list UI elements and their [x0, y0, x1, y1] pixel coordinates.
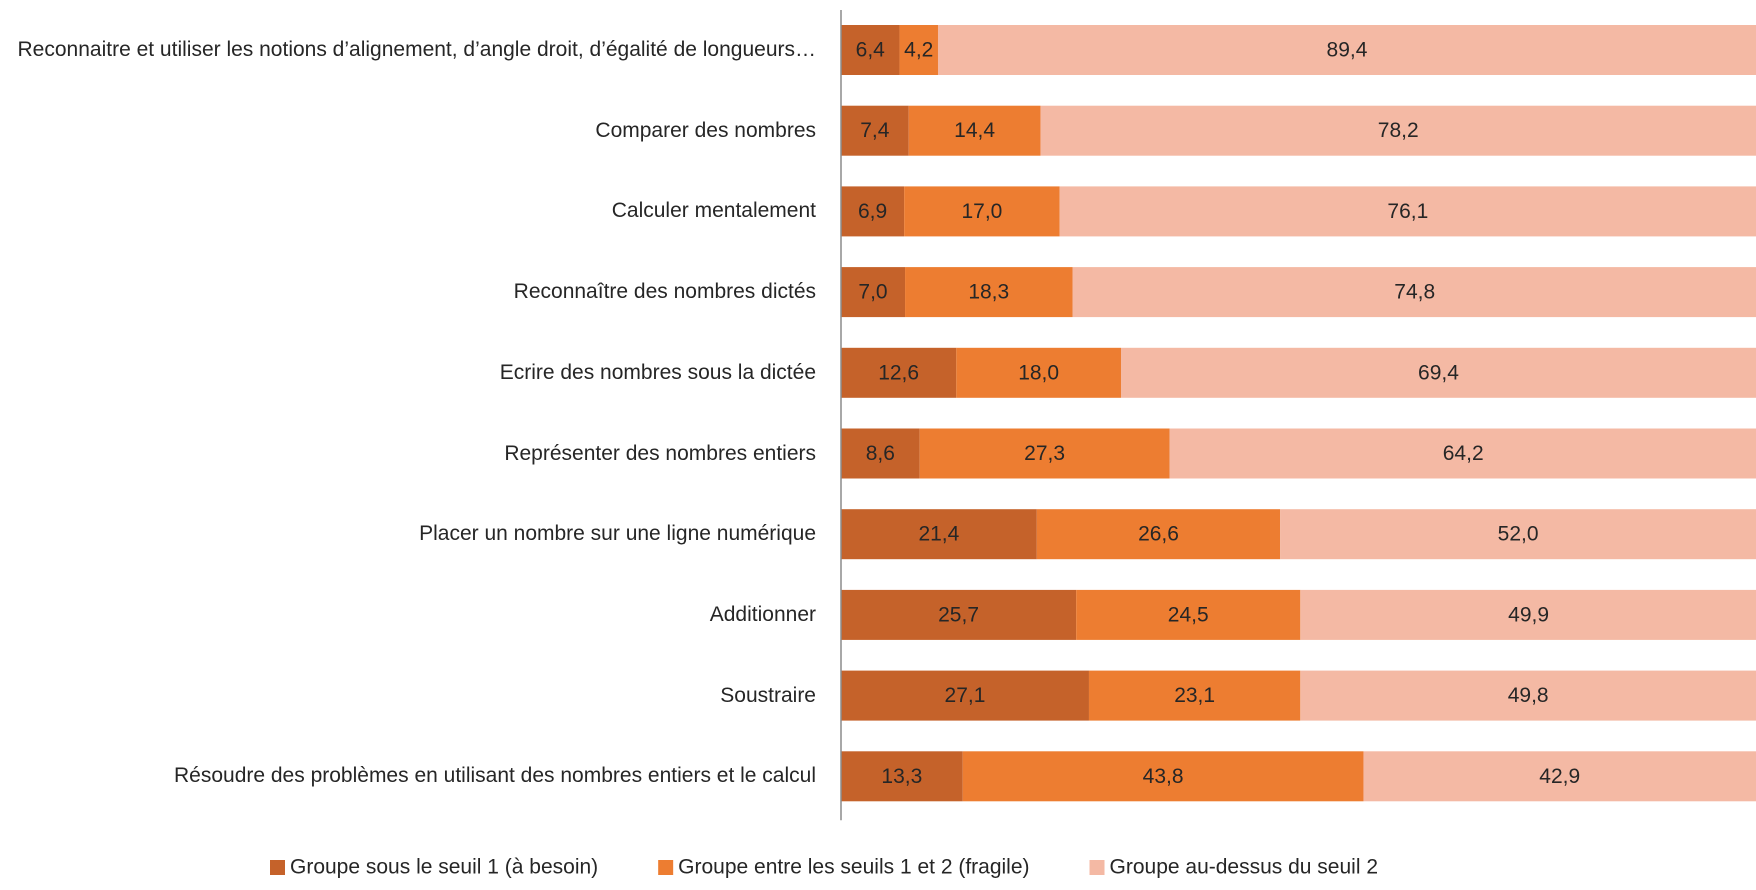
data-label: 42,9 [1539, 765, 1580, 788]
data-label: 12,6 [878, 361, 919, 384]
data-label: 7,0 [858, 281, 887, 304]
data-label: 23,1 [1174, 684, 1215, 707]
data-label: 14,4 [954, 119, 995, 142]
bar-segment [1088, 670, 1301, 721]
data-label: 49,8 [1508, 684, 1549, 707]
data-label: 26,6 [1138, 523, 1179, 546]
data-label: 18,0 [1018, 361, 1059, 384]
category-label: Calculer mentalement [611, 199, 816, 223]
bar-segment [1072, 267, 1756, 318]
legend-label: Groupe entre les seuils 1 et 2 (fragile) [678, 856, 1029, 879]
bar-segment [962, 751, 1364, 802]
bar-segment [908, 105, 1041, 156]
data-label: 24,5 [1168, 603, 1209, 626]
category-label: Représenter des nombres entiers [504, 441, 816, 465]
category-label: Reconnaître des nombres dictés [513, 280, 816, 304]
bar-segment [904, 186, 1060, 237]
bar-segment [1059, 186, 1756, 237]
bar-segment [841, 25, 900, 75]
bar-segment [1363, 751, 1756, 802]
bar-segment [841, 509, 1037, 560]
category-label: Placer un nombre sur une ligne numérique [419, 522, 816, 546]
category-label: Reconnaitre et utiliser les notions d’al… [17, 38, 816, 61]
bar-segment [841, 347, 957, 398]
data-label: 13,3 [881, 765, 922, 788]
bar-segment [1076, 589, 1301, 640]
legend-swatch [1089, 860, 1105, 875]
data-label: 64,2 [1443, 442, 1484, 465]
data-label: 52,0 [1498, 523, 1539, 546]
bar-segment [1300, 670, 1756, 721]
bar-segment [1036, 509, 1281, 560]
data-label: 8,6 [866, 442, 895, 465]
category-label: Résoudre des problèmes en utilisant des … [173, 764, 816, 788]
data-label: 6,9 [858, 200, 887, 223]
bar-segment [841, 751, 963, 802]
bar-segment [841, 105, 909, 156]
data-label: 21,4 [918, 523, 959, 546]
bar-segment [1169, 428, 1756, 479]
bar-segment [937, 25, 1756, 75]
legend-swatch [270, 860, 285, 875]
bar-segment [841, 186, 905, 237]
bar-segment [1280, 509, 1756, 560]
legend-swatch [658, 860, 674, 875]
bar-segment [841, 589, 1077, 640]
category-label: Soustraire [720, 683, 816, 707]
bar-segment [919, 428, 1170, 479]
data-label: 27,1 [945, 684, 986, 707]
data-label: 6,4 [856, 39, 886, 62]
data-label: 74,8 [1394, 281, 1435, 304]
legend-label: Groupe au-dessus du seuil 2 [1110, 856, 1379, 879]
data-label: 89,4 [1327, 39, 1368, 62]
data-label: 17,0 [961, 200, 1002, 223]
bar-segment [1300, 589, 1756, 640]
bar-segment [1120, 347, 1756, 398]
bar-segment [899, 25, 938, 75]
bar-segment [905, 267, 1073, 318]
data-label: 27,3 [1024, 442, 1065, 465]
category-label: Additionner [709, 602, 816, 626]
data-label: 18,3 [968, 281, 1009, 304]
data-label: 78,2 [1378, 119, 1419, 142]
data-label: 43,8 [1143, 765, 1184, 788]
data-label: 7,4 [860, 119, 890, 142]
data-label: 76,1 [1387, 200, 1428, 223]
bar-segment [841, 428, 920, 479]
category-label: Comparer des nombres [595, 118, 816, 142]
bar-segment [956, 347, 1121, 398]
data-label: 4,2 [904, 39, 933, 62]
bar-segment [1040, 105, 1756, 156]
bar-segment [841, 267, 906, 318]
bar-segment [841, 670, 1089, 721]
data-label: 69,4 [1418, 361, 1459, 384]
category-label: Ecrire des nombres sous la dictée [499, 360, 816, 384]
legend-label: Groupe sous le seuil 1 (à besoin) [290, 856, 598, 879]
data-label: 25,7 [938, 603, 979, 626]
data-label: 49,9 [1508, 603, 1549, 626]
